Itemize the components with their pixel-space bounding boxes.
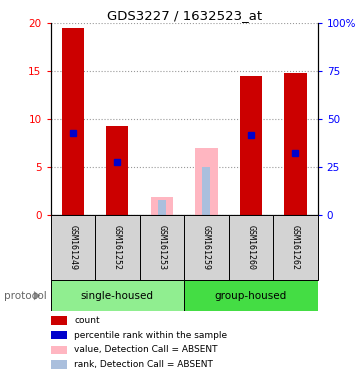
Bar bbox=[62, 28, 84, 215]
Bar bbox=[151, 197, 173, 215]
Text: GSM161249: GSM161249 bbox=[68, 225, 77, 270]
Bar bbox=[195, 148, 217, 215]
Text: value, Detection Call = ABSENT: value, Detection Call = ABSENT bbox=[74, 345, 218, 354]
Bar bbox=[284, 73, 306, 215]
Text: single-housed: single-housed bbox=[81, 291, 154, 301]
Bar bbox=[240, 76, 262, 215]
Bar bbox=[140, 215, 184, 280]
Text: count: count bbox=[74, 316, 100, 325]
Bar bbox=[158, 200, 166, 215]
Text: rank, Detection Call = ABSENT: rank, Detection Call = ABSENT bbox=[74, 360, 213, 369]
Text: GSM161259: GSM161259 bbox=[202, 225, 211, 270]
Bar bbox=[51, 280, 184, 311]
Bar bbox=[106, 126, 129, 215]
Text: group-housed: group-housed bbox=[215, 291, 287, 301]
Bar bbox=[229, 215, 273, 280]
Bar bbox=[95, 215, 140, 280]
Text: GSM161260: GSM161260 bbox=[247, 225, 255, 270]
Title: GDS3227 / 1632523_at: GDS3227 / 1632523_at bbox=[106, 9, 262, 22]
Text: GSM161262: GSM161262 bbox=[291, 225, 300, 270]
Bar bbox=[184, 215, 229, 280]
Bar bbox=[184, 280, 318, 311]
Bar bbox=[51, 215, 95, 280]
Text: protocol: protocol bbox=[4, 291, 46, 301]
Text: GSM161253: GSM161253 bbox=[157, 225, 166, 270]
Bar bbox=[273, 215, 318, 280]
Bar bbox=[203, 167, 210, 215]
Text: GSM161252: GSM161252 bbox=[113, 225, 122, 270]
Text: percentile rank within the sample: percentile rank within the sample bbox=[74, 331, 227, 340]
